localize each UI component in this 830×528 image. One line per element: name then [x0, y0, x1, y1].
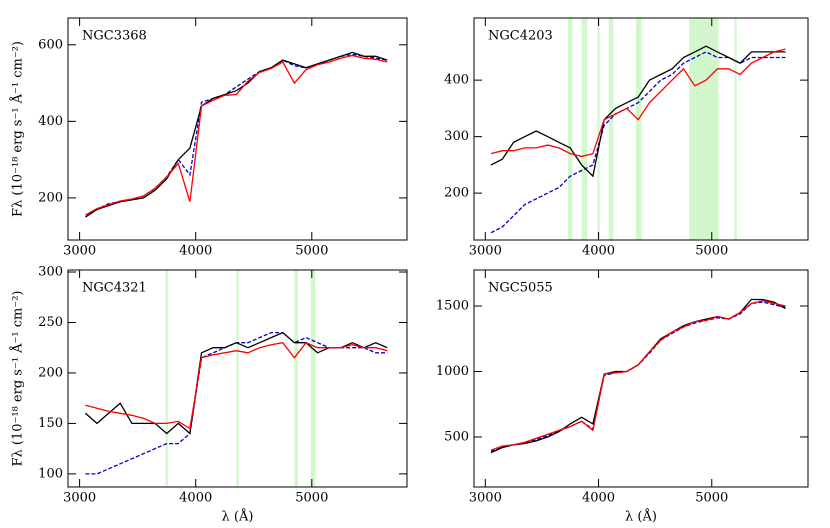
masked-range [597, 18, 600, 240]
panel: 3000 4000 5000 200 300 400 NGC4203 [444, 17, 809, 259]
spectrum-line [490, 301, 786, 453]
y-tick-label: 200 [38, 190, 63, 205]
masked-range [236, 270, 239, 487]
y-axis-label: Fλ (10⁻¹⁸ erg s⁻¹ Å⁻¹ cm⁻²) [10, 290, 26, 466]
masked-range [689, 18, 719, 240]
x-tick-label: 4000 [179, 491, 212, 506]
x-tick-label: 4000 [179, 244, 212, 259]
x-tick-label: 3000 [63, 491, 96, 506]
panel-title: NGC4321 [82, 281, 147, 296]
y-tick-label: 250 [38, 315, 63, 330]
y-tick-label: 1500 [436, 299, 469, 314]
x-tick-label: 5000 [695, 491, 728, 506]
y-tick-label: 100 [38, 466, 63, 481]
spectrum-line [85, 53, 388, 218]
panel: 3000 4000 5000 100 150 200 250 300 NGC4321 Fλ (10… [10, 265, 408, 525]
spectrum-line [85, 54, 388, 216]
x-axis-label: λ (Å) [625, 509, 657, 525]
plot-frame [473, 17, 809, 241]
spectrum-line [490, 45, 786, 178]
y-tick-label: 400 [444, 73, 469, 88]
spectrum-line [85, 51, 388, 218]
masked-range [165, 270, 168, 487]
masked-range [734, 18, 737, 240]
x-tick-label: 3000 [469, 244, 502, 259]
y-tick-label: 300 [444, 129, 469, 144]
panel-title: NGC4203 [488, 29, 553, 44]
masked-range [635, 18, 642, 240]
x-tick-label: 5000 [295, 244, 328, 259]
y-tick-label: 1000 [436, 364, 469, 379]
y-tick-label: 300 [38, 265, 63, 280]
y-tick-label: 150 [38, 416, 63, 431]
spectrum-line [490, 298, 786, 454]
plot-frame [67, 17, 408, 241]
x-tick-label: 5000 [695, 244, 728, 259]
panel-title: NGC5055 [488, 281, 553, 296]
y-tick-label: 600 [38, 37, 63, 52]
plot-frame [473, 269, 809, 488]
y-axis-label: Fλ (10⁻¹⁸ erg s⁻¹ Å⁻¹ cm⁻²) [10, 41, 26, 217]
spectrum-line [85, 341, 388, 430]
x-tick-label: 3000 [63, 244, 96, 259]
spectrum-line [490, 48, 786, 158]
masked-range [294, 270, 298, 487]
y-tick-label: 200 [444, 186, 469, 201]
x-tick-label: 4000 [582, 244, 615, 259]
x-tick-label: 5000 [295, 491, 328, 506]
panel: 3000 4000 5000 500 1000 1500 NGC5055 λ (Å) [436, 269, 809, 525]
masked-range [581, 18, 588, 240]
panel-title: NGC3368 [82, 29, 147, 44]
y-tick-label: 500 [444, 429, 469, 444]
panel: 3000 4000 5000 200 400 600 NGC3368 Fλ (10⁻¹⁸ er… [10, 17, 408, 259]
x-tick-label: 4000 [582, 491, 615, 506]
masked-range [608, 18, 614, 240]
x-tick-label: 3000 [469, 491, 502, 506]
spectrum-line [490, 300, 786, 451]
y-tick-label: 400 [38, 114, 63, 129]
plot-frame [67, 269, 408, 488]
masked-range [567, 18, 573, 240]
masked-range [310, 270, 316, 487]
x-axis-label: λ (Å) [222, 509, 254, 525]
y-tick-label: 200 [38, 365, 63, 380]
